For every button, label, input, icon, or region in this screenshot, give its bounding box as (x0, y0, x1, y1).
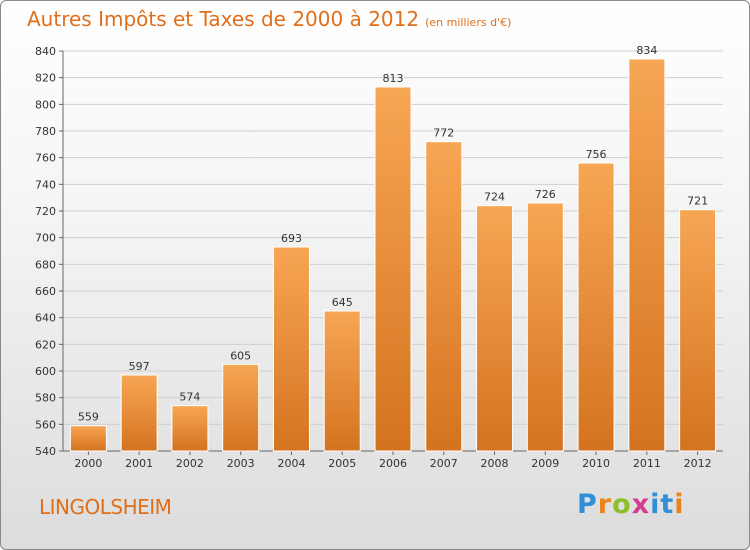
bar-2008 (476, 205, 514, 452)
data-label: 693 (281, 232, 302, 245)
chart-subtitle: (en milliers d'€) (425, 16, 512, 29)
logo-letter: P (577, 489, 598, 520)
x-tick-label: 2012 (684, 457, 712, 470)
bar-2012 (679, 209, 717, 452)
bar-2010 (577, 162, 615, 452)
data-label: 813 (383, 72, 404, 85)
data-label: 772 (433, 127, 454, 140)
data-labels: 559 597 574 605 693 645 813 772 724 726 756 834 721 (78, 44, 708, 424)
x-tick-label: 2001 (125, 457, 153, 470)
data-label: 756 (586, 148, 607, 161)
bar-2007 (425, 141, 463, 452)
data-label: 645 (332, 296, 353, 309)
data-label: 574 (179, 391, 200, 404)
logo-letter: i (674, 489, 685, 520)
bar-2000 (69, 425, 107, 452)
data-label: 726 (535, 188, 556, 201)
x-tick-label: 2000 (74, 457, 102, 470)
logo-letter: x (631, 489, 651, 520)
x-tick-label: 2007 (430, 457, 458, 470)
y-tick-label: 560 (35, 418, 56, 431)
x-tick-label: 2004 (277, 457, 305, 470)
data-label: 724 (484, 191, 505, 204)
bar-2003 (222, 363, 260, 452)
bar-2004 (272, 246, 310, 452)
data-label: 559 (78, 411, 99, 424)
y-tick-label: 580 (35, 392, 56, 405)
x-tick-label: 2005 (328, 457, 356, 470)
x-tick-label: 2003 (227, 457, 255, 470)
x-tick-label: 2010 (582, 457, 610, 470)
y-tick-label: 840 (35, 45, 56, 58)
logo-letter: i (650, 489, 661, 520)
bar-2002 (171, 405, 209, 452)
data-label: 834 (636, 44, 657, 57)
location-label: LINGOLSHEIM (39, 495, 172, 519)
bar-2005 (323, 310, 361, 452)
data-label: 597 (129, 360, 150, 373)
y-tick-label: 640 (35, 312, 56, 325)
y-tick-label: 540 (35, 445, 56, 458)
x-tick-labels: 2000 2001 2002 2003 2004 2005 2006 2007 2008 2009… (74, 457, 711, 470)
y-tick-label: 820 (35, 72, 56, 85)
x-tick-label: 2008 (481, 457, 509, 470)
bar-2011 (628, 58, 666, 452)
y-tick-label: 720 (35, 205, 56, 218)
y-tick-label: 800 (35, 98, 56, 111)
y-tick-label: 620 (35, 338, 56, 351)
y-tick-label: 680 (35, 258, 56, 271)
proxiti-logo: Proxiti (577, 489, 685, 520)
data-label: 605 (230, 349, 251, 362)
y-tick-label: 600 (35, 365, 56, 378)
chart-title: Autres Impôts et Taxes de 2000 à 2012 (en… (27, 7, 511, 31)
y-tick-label: 700 (35, 232, 56, 245)
y-tick-labels: 540 560 580 600 620 640 660 680 700 720 740 760 780 8… (35, 45, 56, 458)
bar-2009 (526, 202, 564, 452)
logo-letter: r (597, 489, 613, 520)
bar-2006 (374, 86, 412, 452)
x-tick-label: 2006 (379, 457, 407, 470)
x-tick-label: 2002 (176, 457, 204, 470)
x-tick-label: 2011 (633, 457, 661, 470)
bar-2001 (120, 374, 158, 452)
bars (69, 58, 717, 452)
x-tick-label: 2009 (531, 457, 559, 470)
logo-letter: t (660, 489, 675, 520)
data-label: 721 (687, 195, 708, 208)
y-tick-label: 780 (35, 125, 56, 138)
y-tick-label: 760 (35, 152, 56, 165)
y-tick-label: 660 (35, 285, 56, 298)
y-tick-label: 740 (35, 178, 56, 191)
logo-letter: o (612, 489, 632, 520)
chart-title-text: Autres Impôts et Taxes de 2000 à 2012 (27, 7, 420, 31)
